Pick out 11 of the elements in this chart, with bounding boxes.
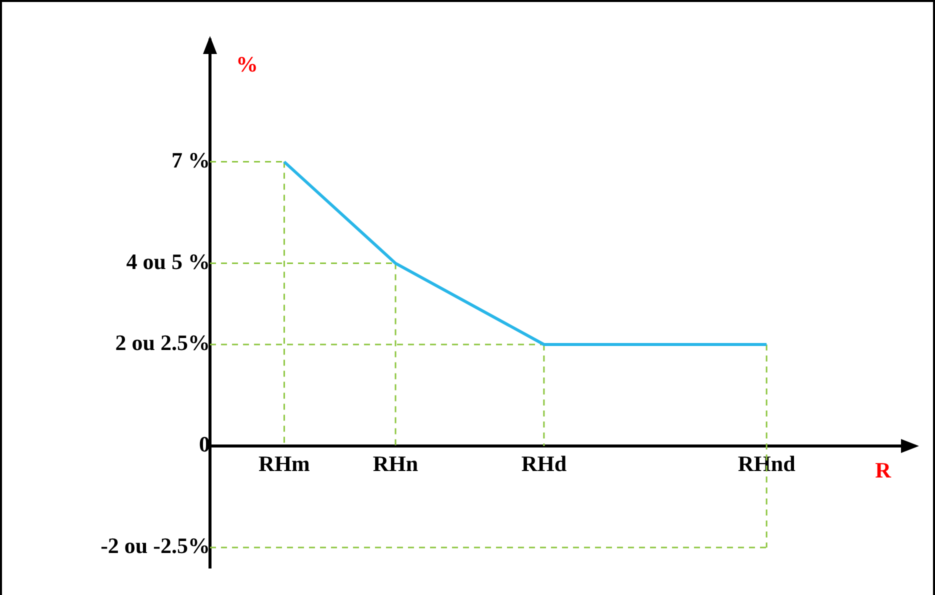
x-tick-label: RHm: [258, 450, 310, 476]
y-tick-label: 0: [199, 432, 210, 457]
x-axis-title: R: [875, 458, 892, 483]
y-tick-label: 4 ou 5 %: [126, 248, 210, 274]
x-tick-label: RHnd: [738, 450, 796, 476]
y-tick-label: 2 ou 2.5%: [115, 330, 210, 356]
y-tick-label: 7 %: [172, 147, 210, 172]
y-axis-title: %: [236, 52, 258, 77]
x-tick-label: RHd: [521, 450, 567, 476]
x-tick-label: RHn: [372, 450, 418, 476]
y-tick-label: -2 ou -2.5%: [100, 533, 210, 558]
